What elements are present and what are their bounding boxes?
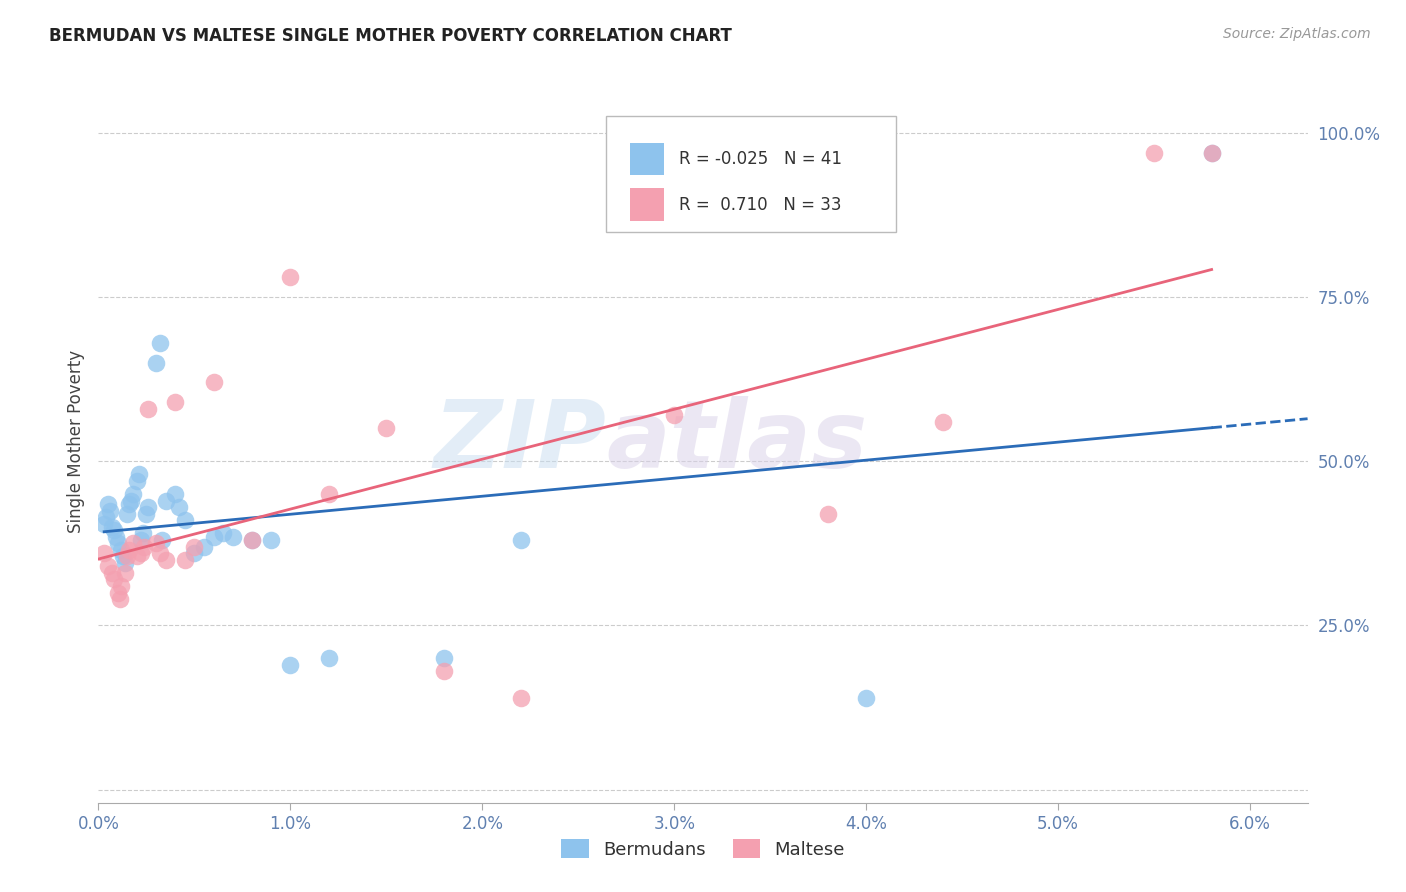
Point bbox=[134, 540, 156, 554]
Point bbox=[165, 487, 187, 501]
Point bbox=[97, 559, 120, 574]
Point bbox=[375, 421, 398, 435]
Point bbox=[93, 546, 115, 560]
Point bbox=[118, 497, 141, 511]
Point bbox=[104, 530, 127, 544]
Point bbox=[110, 542, 132, 557]
Point bbox=[135, 507, 157, 521]
Point bbox=[120, 493, 142, 508]
Point bbox=[114, 556, 136, 570]
Point bbox=[93, 516, 115, 531]
Point bbox=[149, 336, 172, 351]
Point bbox=[173, 513, 195, 527]
Point bbox=[110, 579, 132, 593]
Point bbox=[260, 533, 283, 547]
Point bbox=[1143, 145, 1166, 160]
Point bbox=[240, 533, 263, 547]
Text: Source: ZipAtlas.com: Source: ZipAtlas.com bbox=[1223, 27, 1371, 41]
Point bbox=[150, 533, 173, 547]
Point bbox=[128, 467, 150, 482]
Point bbox=[122, 536, 145, 550]
Point bbox=[167, 500, 190, 515]
Point bbox=[212, 526, 235, 541]
Point bbox=[183, 546, 205, 560]
FancyBboxPatch shape bbox=[630, 188, 664, 221]
Point bbox=[1201, 145, 1223, 160]
Text: BERMUDAN VS MALTESE SINGLE MOTHER POVERTY CORRELATION CHART: BERMUDAN VS MALTESE SINGLE MOTHER POVERT… bbox=[49, 27, 733, 45]
FancyBboxPatch shape bbox=[606, 116, 897, 232]
Point bbox=[165, 395, 187, 409]
Point bbox=[108, 592, 131, 607]
Point bbox=[107, 585, 129, 599]
Legend: Bermudans, Maltese: Bermudans, Maltese bbox=[554, 832, 852, 866]
Point bbox=[112, 549, 135, 564]
Point bbox=[103, 523, 125, 537]
Point bbox=[173, 553, 195, 567]
Point bbox=[664, 409, 686, 423]
Point bbox=[433, 665, 456, 679]
Point bbox=[202, 376, 225, 390]
Point bbox=[103, 573, 125, 587]
Point bbox=[222, 530, 245, 544]
Point bbox=[1201, 145, 1223, 160]
Point bbox=[131, 526, 153, 541]
Point bbox=[97, 497, 120, 511]
Point bbox=[280, 657, 302, 672]
Point bbox=[932, 415, 955, 429]
Point bbox=[115, 549, 138, 564]
Point bbox=[318, 487, 340, 501]
Point bbox=[107, 536, 129, 550]
Point bbox=[125, 549, 148, 564]
Text: R =  0.710   N = 33: R = 0.710 N = 33 bbox=[679, 195, 841, 213]
Point bbox=[155, 493, 177, 508]
Point bbox=[101, 566, 124, 580]
Point bbox=[129, 533, 152, 547]
Point bbox=[145, 536, 167, 550]
Point bbox=[98, 503, 121, 517]
Point bbox=[122, 487, 145, 501]
Point bbox=[155, 553, 177, 567]
Point bbox=[855, 690, 877, 705]
Point bbox=[114, 566, 136, 580]
Point bbox=[817, 507, 839, 521]
Point bbox=[136, 401, 159, 416]
Point bbox=[101, 520, 124, 534]
Point bbox=[240, 533, 263, 547]
Point bbox=[202, 530, 225, 544]
Point bbox=[509, 690, 531, 705]
Point bbox=[145, 356, 167, 370]
Point bbox=[136, 500, 159, 515]
Text: atlas: atlas bbox=[606, 395, 868, 488]
Point bbox=[318, 651, 340, 665]
Point bbox=[118, 542, 141, 557]
Point bbox=[183, 540, 205, 554]
Y-axis label: Single Mother Poverty: Single Mother Poverty bbox=[66, 350, 84, 533]
Point bbox=[129, 546, 152, 560]
Point bbox=[149, 546, 172, 560]
Point bbox=[280, 270, 302, 285]
Point bbox=[115, 507, 138, 521]
Point bbox=[509, 533, 531, 547]
Point bbox=[193, 540, 215, 554]
Text: R = -0.025   N = 41: R = -0.025 N = 41 bbox=[679, 150, 842, 168]
Point bbox=[433, 651, 456, 665]
FancyBboxPatch shape bbox=[630, 143, 664, 176]
Point bbox=[125, 474, 148, 488]
Point bbox=[94, 510, 117, 524]
Text: ZIP: ZIP bbox=[433, 395, 606, 488]
